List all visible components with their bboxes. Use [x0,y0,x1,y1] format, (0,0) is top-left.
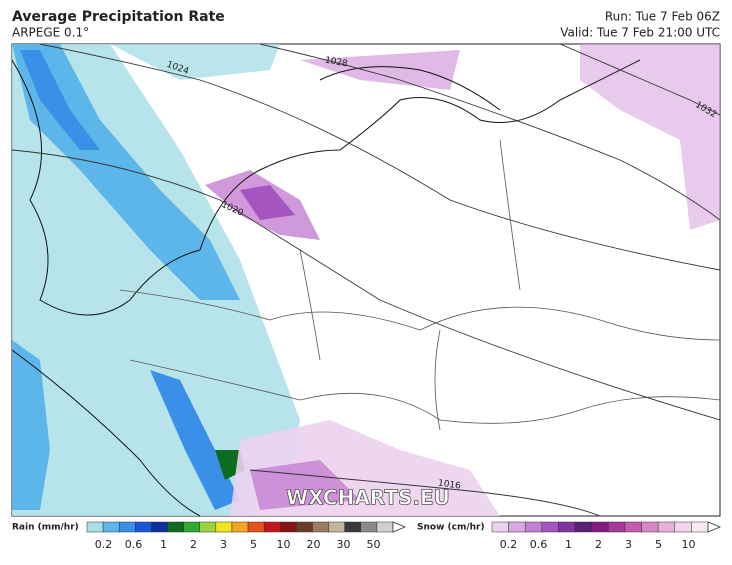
rain-area [110,44,280,80]
snow-swatch [491,521,509,533]
snow-swatch [624,521,642,533]
rain-swatch [328,521,345,533]
coastline [12,59,641,316]
rain-area [12,340,50,510]
isobar [259,44,720,221]
snow-tick-label: 5 [655,538,662,551]
rain-tick-label: 0.6 [125,538,143,551]
rain-tick-label: 1 [160,538,167,551]
rain-swatch [263,521,281,533]
coastline [319,66,501,111]
snow-swatch [508,521,526,533]
snow-tick-label: 3 [625,538,632,551]
rain-legend-title: Rain (mm/hr) [12,523,79,533]
isobar-label: 1028 [324,56,349,70]
snow-swatch [541,521,559,533]
snow-tick-label: 10 [682,538,696,551]
rain-area [20,50,100,150]
title: Average Precipitation Rate [12,9,225,25]
snow-swatch [608,521,626,533]
isobar [12,149,720,421]
border [299,139,521,431]
snow-area [300,50,460,90]
isobar [559,44,720,116]
rain-tick-label: 10 [277,538,291,551]
snow-area [240,185,295,220]
rain-swatch [199,521,217,533]
snow-tick-label: 0.6 [530,538,548,551]
rain-tick-label: 50 [367,538,381,551]
snow-tick-label: 1 [565,538,572,551]
subtitle: ARPEGE 0.1° [12,26,89,40]
snow-swatch [574,521,592,533]
snow-swatch [691,521,709,533]
rain-tick-label: 5 [250,538,257,551]
snow-legend-title: Snow (cm/hr) [417,523,485,533]
rain-tick-label: 30 [337,538,351,551]
snow-tick-label: 0.2 [500,538,518,551]
rain-swatch [312,521,329,533]
rain-swatch [376,521,394,533]
rain-swatch [280,521,297,533]
rain-swatch [102,521,120,533]
rain-swatch [86,521,104,533]
rain-tick-label: 2 [190,538,197,551]
rain-swatch [167,521,184,533]
snow-arrow [707,521,722,533]
rain-swatch [135,521,152,533]
rain-swatch [360,521,378,533]
snow-area [580,44,720,230]
snow-swatch [524,521,543,533]
snow-swatch [591,521,609,533]
rain-swatch [344,521,362,533]
snow-tick-label: 2 [595,538,602,551]
rain-arrow [392,521,407,533]
run-time: Run: Tue 7 Feb 06Z [605,10,720,24]
legend: Rain (mm/hr) Snow (cm/hr) 0.2 0.6 1 2 3 5 10 20… [12,521,722,551]
rain-swatch [296,521,313,533]
snow-swatch [657,521,676,533]
isobar [39,44,720,271]
rain-swatch [247,521,265,533]
rain-tick-label: 3 [220,538,227,551]
border [119,289,720,341]
rain-swatch [118,521,136,533]
rain-swatch [183,521,200,533]
rain-tick-label: 0.2 [95,538,113,551]
rain-tick-label: 20 [307,538,321,551]
watermark: WXCHARTS.EU [286,486,450,510]
rain-swatch [231,521,249,533]
isobar [249,469,601,516]
coastline [12,349,201,516]
valid-time: Valid: Tue 7 Feb 21:00 UTC [560,26,720,40]
rain-swatch [215,521,233,533]
snow-swatch [641,521,659,533]
isobar-label: 1016 [437,479,461,492]
map: 1024 1028 1020 1016 1032 WXCHARTS.EU [11,43,721,517]
snow-swatch [674,521,692,533]
rain-area [150,370,240,510]
snow-swatch [558,521,576,533]
rain-swatch [151,521,168,533]
border [129,359,720,424]
